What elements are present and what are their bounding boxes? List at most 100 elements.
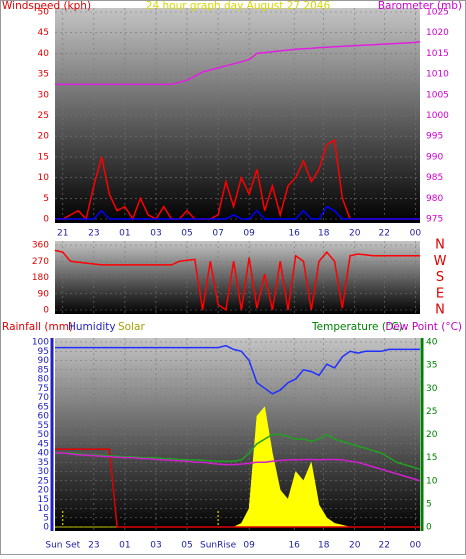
y-tick-label: 15	[38, 152, 49, 162]
series-header: Temperature (°C)	[311, 321, 403, 333]
chart-title: 24 hour graph day August 27 2046	[146, 0, 331, 12]
x-tick-label: 07	[212, 229, 223, 239]
series-line	[55, 433, 421, 470]
series-line	[54, 249, 420, 312]
direction-label: S	[436, 270, 444, 285]
x-tick-label: 03	[150, 229, 161, 239]
y-tick-label: 85	[38, 365, 49, 375]
y2-tick-label: 10	[426, 476, 438, 486]
y2-tick-label: 15	[426, 453, 437, 463]
x-tick-label: 20	[349, 229, 361, 239]
x-tick-label: 09	[243, 229, 255, 239]
y2-tick-label: 1005	[426, 90, 449, 100]
x-tick-label: 18	[318, 229, 330, 239]
y-tick-label: 0	[43, 215, 49, 225]
y-tick-label: 50	[38, 430, 50, 440]
series-line	[55, 448, 420, 528]
y-tick-label: 35	[38, 458, 49, 468]
series-line	[55, 344, 420, 395]
series-header: Dew Point (°C)	[385, 321, 462, 333]
y-tick-label: 20	[38, 486, 50, 496]
y-tick-label: 25	[38, 476, 49, 486]
y-tick-label: 80	[38, 375, 50, 385]
y-tick-label: 75	[38, 384, 49, 394]
series-line	[55, 41, 421, 86]
y-tick-label: 0	[43, 523, 49, 533]
direction-label: E	[436, 286, 444, 301]
x-tick-label: 03	[150, 541, 161, 551]
annotation: Sun Set	[45, 541, 80, 551]
y2-tick-label: 1025	[426, 8, 449, 18]
annotation: SunRise	[200, 541, 237, 551]
x-tick-label: 01	[119, 541, 130, 551]
x-tick-label: 16	[288, 229, 300, 239]
y2-tick-label: 1020	[426, 28, 449, 38]
y2-tick-label: 985	[426, 173, 443, 183]
x-tick-label: 22	[379, 541, 390, 551]
y-tick-label: 360	[32, 241, 49, 251]
y2-tick-label: 1015	[426, 49, 449, 59]
x-tick-label: 22	[379, 229, 390, 239]
x-tick-label: 16	[288, 541, 300, 551]
y-tick-label: 60	[38, 412, 50, 422]
direction-label: W	[434, 254, 447, 269]
series-header: Barometer (mb)	[378, 0, 462, 12]
y2-tick-label: 25	[426, 407, 437, 417]
x-tick-label: 21	[57, 229, 68, 239]
y-tick-label: 25	[38, 111, 49, 121]
y-tick-label: 40	[38, 49, 50, 59]
y-tick-label: 0	[43, 306, 49, 316]
y-tick-label: 50	[38, 8, 50, 18]
x-tick-label: 23	[88, 541, 99, 551]
y2-tick-label: 40	[426, 338, 438, 348]
y-tick-label: 95	[38, 347, 49, 357]
y2-tick-label: 980	[426, 194, 443, 204]
y-tick-label: 90	[38, 356, 50, 366]
y2-tick-label: 0	[426, 523, 432, 533]
y-tick-label: 10	[38, 504, 50, 514]
series-header: Humidity	[68, 321, 116, 333]
y-tick-label: 5	[43, 513, 49, 523]
y-tick-label: 65	[38, 402, 49, 412]
x-tick-label: 01	[119, 229, 130, 239]
y-tick-label: 10	[38, 173, 50, 183]
y-tick-label: 180	[32, 273, 49, 283]
y-tick-label: 15	[38, 495, 49, 505]
x-tick-label: 23	[88, 229, 99, 239]
y-tick-label: 5	[43, 194, 49, 204]
y2-tick-label: 975	[426, 215, 443, 225]
y2-tick-label: 1000	[426, 111, 449, 121]
x-tick-label: 09	[243, 541, 255, 551]
y2-tick-label: 1010	[426, 70, 449, 80]
y2-tick-label: 30	[426, 384, 438, 394]
x-tick-label: 18	[318, 541, 330, 551]
series-line	[55, 452, 421, 482]
series-line	[55, 205, 420, 220]
y2-tick-label: 20	[426, 430, 438, 440]
y-tick-label: 20	[38, 132, 50, 142]
y-tick-label: 90	[38, 289, 50, 299]
y-tick-label: 45	[38, 439, 49, 449]
y2-tick-label: 5	[426, 499, 432, 509]
x-tick-label: 00	[410, 229, 422, 239]
x-tick-label: 00	[410, 541, 422, 551]
series-header: Rainfall (mm)	[2, 321, 73, 333]
y-tick-label: 35	[38, 70, 49, 80]
y-tick-label: 270	[32, 257, 49, 267]
y2-tick-label: 990	[426, 152, 443, 162]
y-tick-label: 45	[38, 28, 49, 38]
x-tick-label: 05	[181, 229, 192, 239]
direction-label: N	[435, 238, 445, 253]
y-tick-label: 40	[38, 449, 50, 459]
series-header: Windspeed (kph)	[2, 0, 91, 12]
series-header: Solar	[118, 321, 145, 333]
y-tick-label: 55	[38, 421, 49, 431]
y2-tick-label: 995	[426, 132, 443, 142]
y-tick-label: 30	[38, 90, 50, 100]
y-tick-label: 100	[32, 338, 49, 348]
y-tick-label: 30	[38, 467, 50, 477]
x-tick-label: 20	[349, 541, 361, 551]
y2-tick-label: 35	[426, 361, 437, 371]
direction-label: N	[435, 303, 445, 318]
